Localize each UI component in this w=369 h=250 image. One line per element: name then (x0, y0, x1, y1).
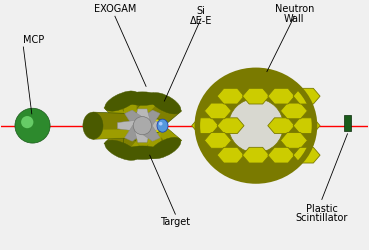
Polygon shape (293, 88, 320, 104)
Polygon shape (131, 96, 160, 121)
Text: Plastic: Plastic (306, 204, 338, 214)
Ellipse shape (83, 112, 103, 139)
Ellipse shape (199, 72, 313, 180)
Polygon shape (242, 147, 269, 163)
Ellipse shape (130, 113, 144, 139)
Ellipse shape (123, 125, 162, 134)
Polygon shape (204, 132, 231, 148)
Text: Scintillator: Scintillator (296, 213, 348, 223)
Polygon shape (142, 120, 167, 132)
Polygon shape (127, 130, 155, 157)
Polygon shape (135, 122, 160, 141)
Text: ΔE-E: ΔE-E (190, 16, 212, 26)
Polygon shape (242, 88, 269, 104)
Polygon shape (93, 112, 137, 139)
Text: MCP: MCP (23, 34, 45, 44)
Text: Neutron: Neutron (275, 4, 314, 14)
Polygon shape (148, 129, 162, 153)
Polygon shape (117, 120, 142, 132)
Ellipse shape (157, 119, 168, 132)
Polygon shape (280, 132, 307, 148)
Polygon shape (122, 129, 162, 153)
Polygon shape (131, 96, 182, 129)
Ellipse shape (159, 122, 162, 126)
Polygon shape (204, 103, 231, 119)
Polygon shape (293, 118, 320, 134)
Ellipse shape (15, 108, 50, 143)
Polygon shape (122, 98, 137, 122)
Ellipse shape (133, 116, 152, 135)
Text: EXOGAM: EXOGAM (94, 4, 136, 14)
Polygon shape (217, 88, 244, 104)
Polygon shape (131, 122, 182, 156)
Polygon shape (268, 88, 295, 104)
Ellipse shape (124, 113, 155, 132)
Polygon shape (150, 122, 182, 146)
Polygon shape (268, 118, 295, 134)
Ellipse shape (228, 98, 283, 153)
Polygon shape (93, 129, 137, 139)
Ellipse shape (105, 91, 138, 111)
Ellipse shape (122, 92, 162, 106)
Ellipse shape (149, 137, 181, 159)
Polygon shape (192, 118, 219, 134)
Text: Wall: Wall (284, 14, 305, 24)
Ellipse shape (131, 119, 160, 139)
Ellipse shape (149, 92, 181, 114)
Text: Si: Si (197, 6, 206, 16)
Ellipse shape (122, 146, 162, 160)
Ellipse shape (123, 117, 162, 127)
Ellipse shape (21, 116, 34, 128)
Text: Target: Target (160, 217, 190, 227)
Polygon shape (125, 122, 150, 141)
Ellipse shape (105, 140, 138, 160)
Polygon shape (135, 110, 160, 129)
Polygon shape (293, 147, 320, 163)
Polygon shape (280, 103, 307, 119)
Polygon shape (104, 94, 155, 128)
Ellipse shape (131, 113, 160, 132)
Ellipse shape (124, 120, 155, 138)
Polygon shape (133, 126, 152, 142)
Bar (344, 115, 351, 131)
Polygon shape (133, 109, 152, 126)
Polygon shape (125, 110, 150, 129)
Polygon shape (104, 123, 155, 157)
Polygon shape (104, 103, 135, 128)
Polygon shape (268, 147, 295, 163)
Polygon shape (122, 98, 162, 122)
Polygon shape (217, 118, 244, 134)
Polygon shape (217, 147, 244, 163)
